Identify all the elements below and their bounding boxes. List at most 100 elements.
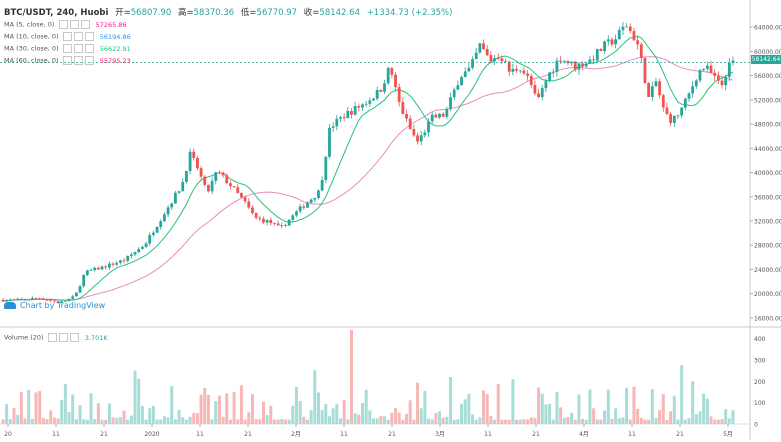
volume-bar — [522, 419, 526, 424]
volume-bar — [60, 399, 64, 424]
time-axis-label: 11 — [52, 431, 60, 438]
price-axis-label: 28000.00 — [754, 243, 781, 250]
tradingview-watermark[interactable]: Chart by TradingView — [4, 301, 105, 310]
volume-bar — [357, 414, 361, 424]
candle-body — [74, 292, 78, 297]
settings-icon[interactable] — [73, 32, 83, 41]
volume-bar — [49, 410, 53, 424]
close-icon[interactable] — [69, 333, 79, 342]
candle-body — [170, 203, 174, 208]
candle-body — [401, 101, 405, 115]
candle-body — [196, 157, 199, 169]
candle-body — [104, 266, 108, 268]
candle-body — [555, 60, 559, 72]
volume-bar — [159, 419, 163, 424]
volume-bar — [665, 419, 669, 424]
time-axis-label: 2月 — [291, 431, 301, 438]
candle-body — [562, 60, 566, 62]
volume-bar — [405, 413, 409, 424]
settings-icon[interactable] — [69, 20, 79, 29]
volume-bar — [507, 419, 511, 424]
volume-bar — [269, 405, 273, 424]
volume-bar — [115, 418, 119, 424]
symbol-label[interactable]: BTC/USDT, 240, Huobi — [4, 8, 109, 18]
volume-bar — [228, 419, 232, 424]
volume-bar — [126, 419, 130, 424]
volume-bar — [394, 408, 398, 424]
volume-bar — [324, 404, 328, 424]
volume-bar — [78, 404, 82, 424]
volume-bar — [595, 419, 599, 424]
candle-body — [357, 106, 361, 108]
candle-body — [485, 49, 489, 56]
eye-icon[interactable] — [62, 56, 72, 65]
candle-body — [383, 83, 386, 92]
volume-bar — [192, 412, 196, 424]
indicator-ma10[interactable]: MA (10, close, 0) 56194.86 — [4, 32, 131, 41]
indicator-ma30[interactable]: MA (30, close, 0) 56622.91 — [4, 44, 131, 53]
eye-icon[interactable] — [47, 333, 57, 342]
volume-bar — [423, 391, 427, 424]
candle-body — [713, 72, 717, 76]
volume-bar — [89, 393, 93, 424]
candle-body — [313, 197, 317, 200]
candle-body — [375, 89, 379, 99]
candle-body — [100, 266, 104, 270]
volume-bar — [239, 385, 243, 424]
indicator-ma60[interactable]: MA (60, close, 0) 55795.23 — [4, 56, 131, 65]
price-axis-label: 36000.00 — [754, 194, 781, 201]
price-axis-label: 48000.00 — [754, 122, 781, 129]
candle-body — [533, 85, 537, 94]
candle-body — [489, 55, 493, 62]
close-icon[interactable] — [84, 32, 94, 41]
volume-indicator[interactable]: Volume (20) 3.701K — [4, 333, 108, 342]
candle-body — [702, 68, 706, 71]
volume-bar — [500, 419, 504, 424]
volume-bar — [349, 330, 353, 424]
volume-bar — [203, 387, 207, 424]
settings-icon[interactable] — [73, 44, 83, 53]
close-icon[interactable] — [80, 20, 90, 29]
volume-bar — [181, 417, 185, 424]
candle-body — [63, 300, 67, 302]
volume-bar — [104, 419, 108, 424]
eye-icon[interactable] — [62, 44, 72, 53]
candle-body — [647, 83, 651, 98]
volume-bar — [93, 419, 97, 424]
indicator-ma5[interactable]: MA (5, close, 0) 57265.86 — [4, 20, 127, 29]
volume-bar — [467, 393, 471, 424]
indicator-ma60-value: 55795.23 — [99, 56, 131, 65]
volume-bar — [364, 389, 368, 424]
candle-body — [265, 219, 269, 223]
candle-body — [67, 298, 71, 301]
volume-bar — [654, 418, 658, 424]
eye-icon[interactable] — [62, 32, 72, 41]
time-axis-label: 4月 — [579, 431, 589, 438]
volume-bar — [129, 415, 133, 424]
candle-body — [129, 254, 133, 256]
candle-body — [350, 111, 353, 115]
settings-icon[interactable] — [58, 333, 68, 342]
volume-bar — [474, 419, 478, 424]
candle-body — [551, 71, 555, 73]
indicator-ma60-label: MA (60, close, 0) — [4, 56, 59, 65]
volume-bar — [360, 403, 364, 424]
candle-body — [243, 197, 247, 202]
volume-bar — [694, 414, 698, 424]
volume-bar — [52, 417, 56, 424]
volume-bar — [482, 390, 486, 424]
eye-icon[interactable] — [58, 20, 68, 29]
ohlc-low-label: 低= — [240, 8, 257, 18]
volume-bar — [27, 389, 31, 424]
volume-bar — [148, 408, 152, 424]
candle-body — [221, 172, 225, 176]
settings-icon[interactable] — [73, 56, 83, 65]
candle-body — [177, 191, 181, 193]
candle-body — [251, 207, 254, 214]
volume-bar — [41, 417, 45, 424]
close-icon[interactable] — [84, 44, 94, 53]
close-icon[interactable] — [84, 56, 94, 65]
time-axis-label: 21 — [532, 431, 540, 438]
price-axis-label: 20000.00 — [754, 291, 781, 298]
